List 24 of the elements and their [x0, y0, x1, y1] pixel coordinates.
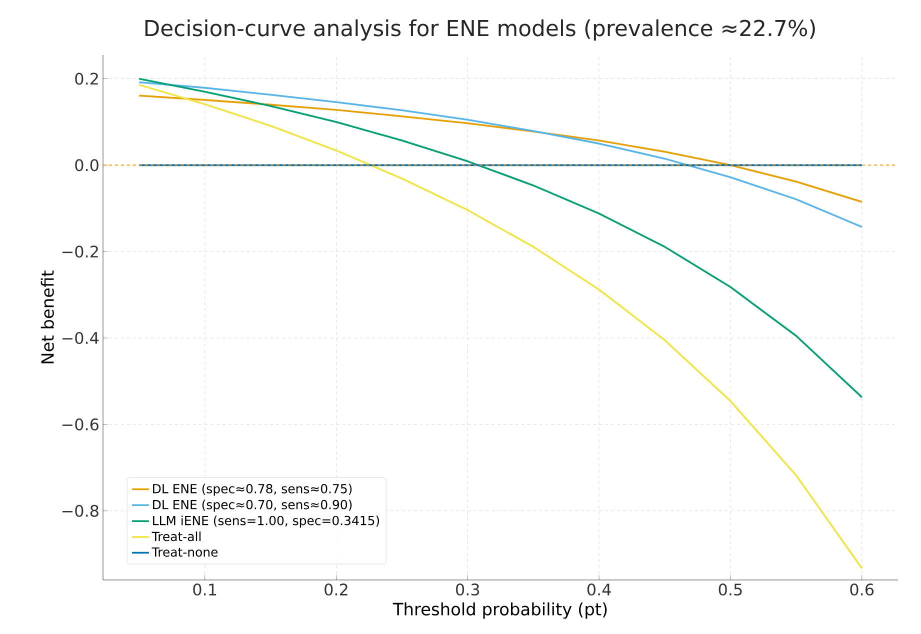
line-series — [138, 78, 863, 398]
y-tick-label: 0.2 — [75, 72, 98, 85]
legend-label: DL ENE (spec≈0.70, sens≈0.90) — [153, 500, 352, 512]
line-series — [138, 94, 863, 203]
y-tick-label: −0.8 — [62, 504, 98, 517]
legend-label: Treat-all — [152, 532, 201, 542]
x-tick-label: 0.6 — [850, 584, 874, 596]
x-tick-label: 0.2 — [324, 584, 348, 596]
legend-label: Treat-none — [152, 547, 218, 557]
legend-label: DL ENE (spec≈0.78, sens≈0.75) — [153, 484, 352, 496]
line-series — [138, 84, 863, 570]
x-tick-label: 0.4 — [587, 584, 611, 596]
y-tick-label: −0.4 — [62, 332, 99, 344]
y-tick-label: −0.6 — [62, 418, 98, 430]
line-series — [138, 81, 863, 228]
x-tick-label: 0.3 — [456, 584, 480, 596]
x-axis-title: Threshold probability (pt) — [392, 602, 607, 619]
y-tick-label: 0.0 — [75, 159, 98, 172]
x-tick-label: 0.5 — [718, 584, 742, 596]
legend-label: LLM iENE (sens=1.00, spec=0.3415) — [153, 516, 380, 528]
y-axis-title: Net benefit — [40, 270, 54, 364]
chart-title: Decision-curve analysis for ENE models (prevalence ≈22.7%) — [145, 19, 815, 41]
y-tick-label: −0.2 — [62, 246, 98, 258]
x-tick-label: 0.1 — [193, 584, 216, 596]
